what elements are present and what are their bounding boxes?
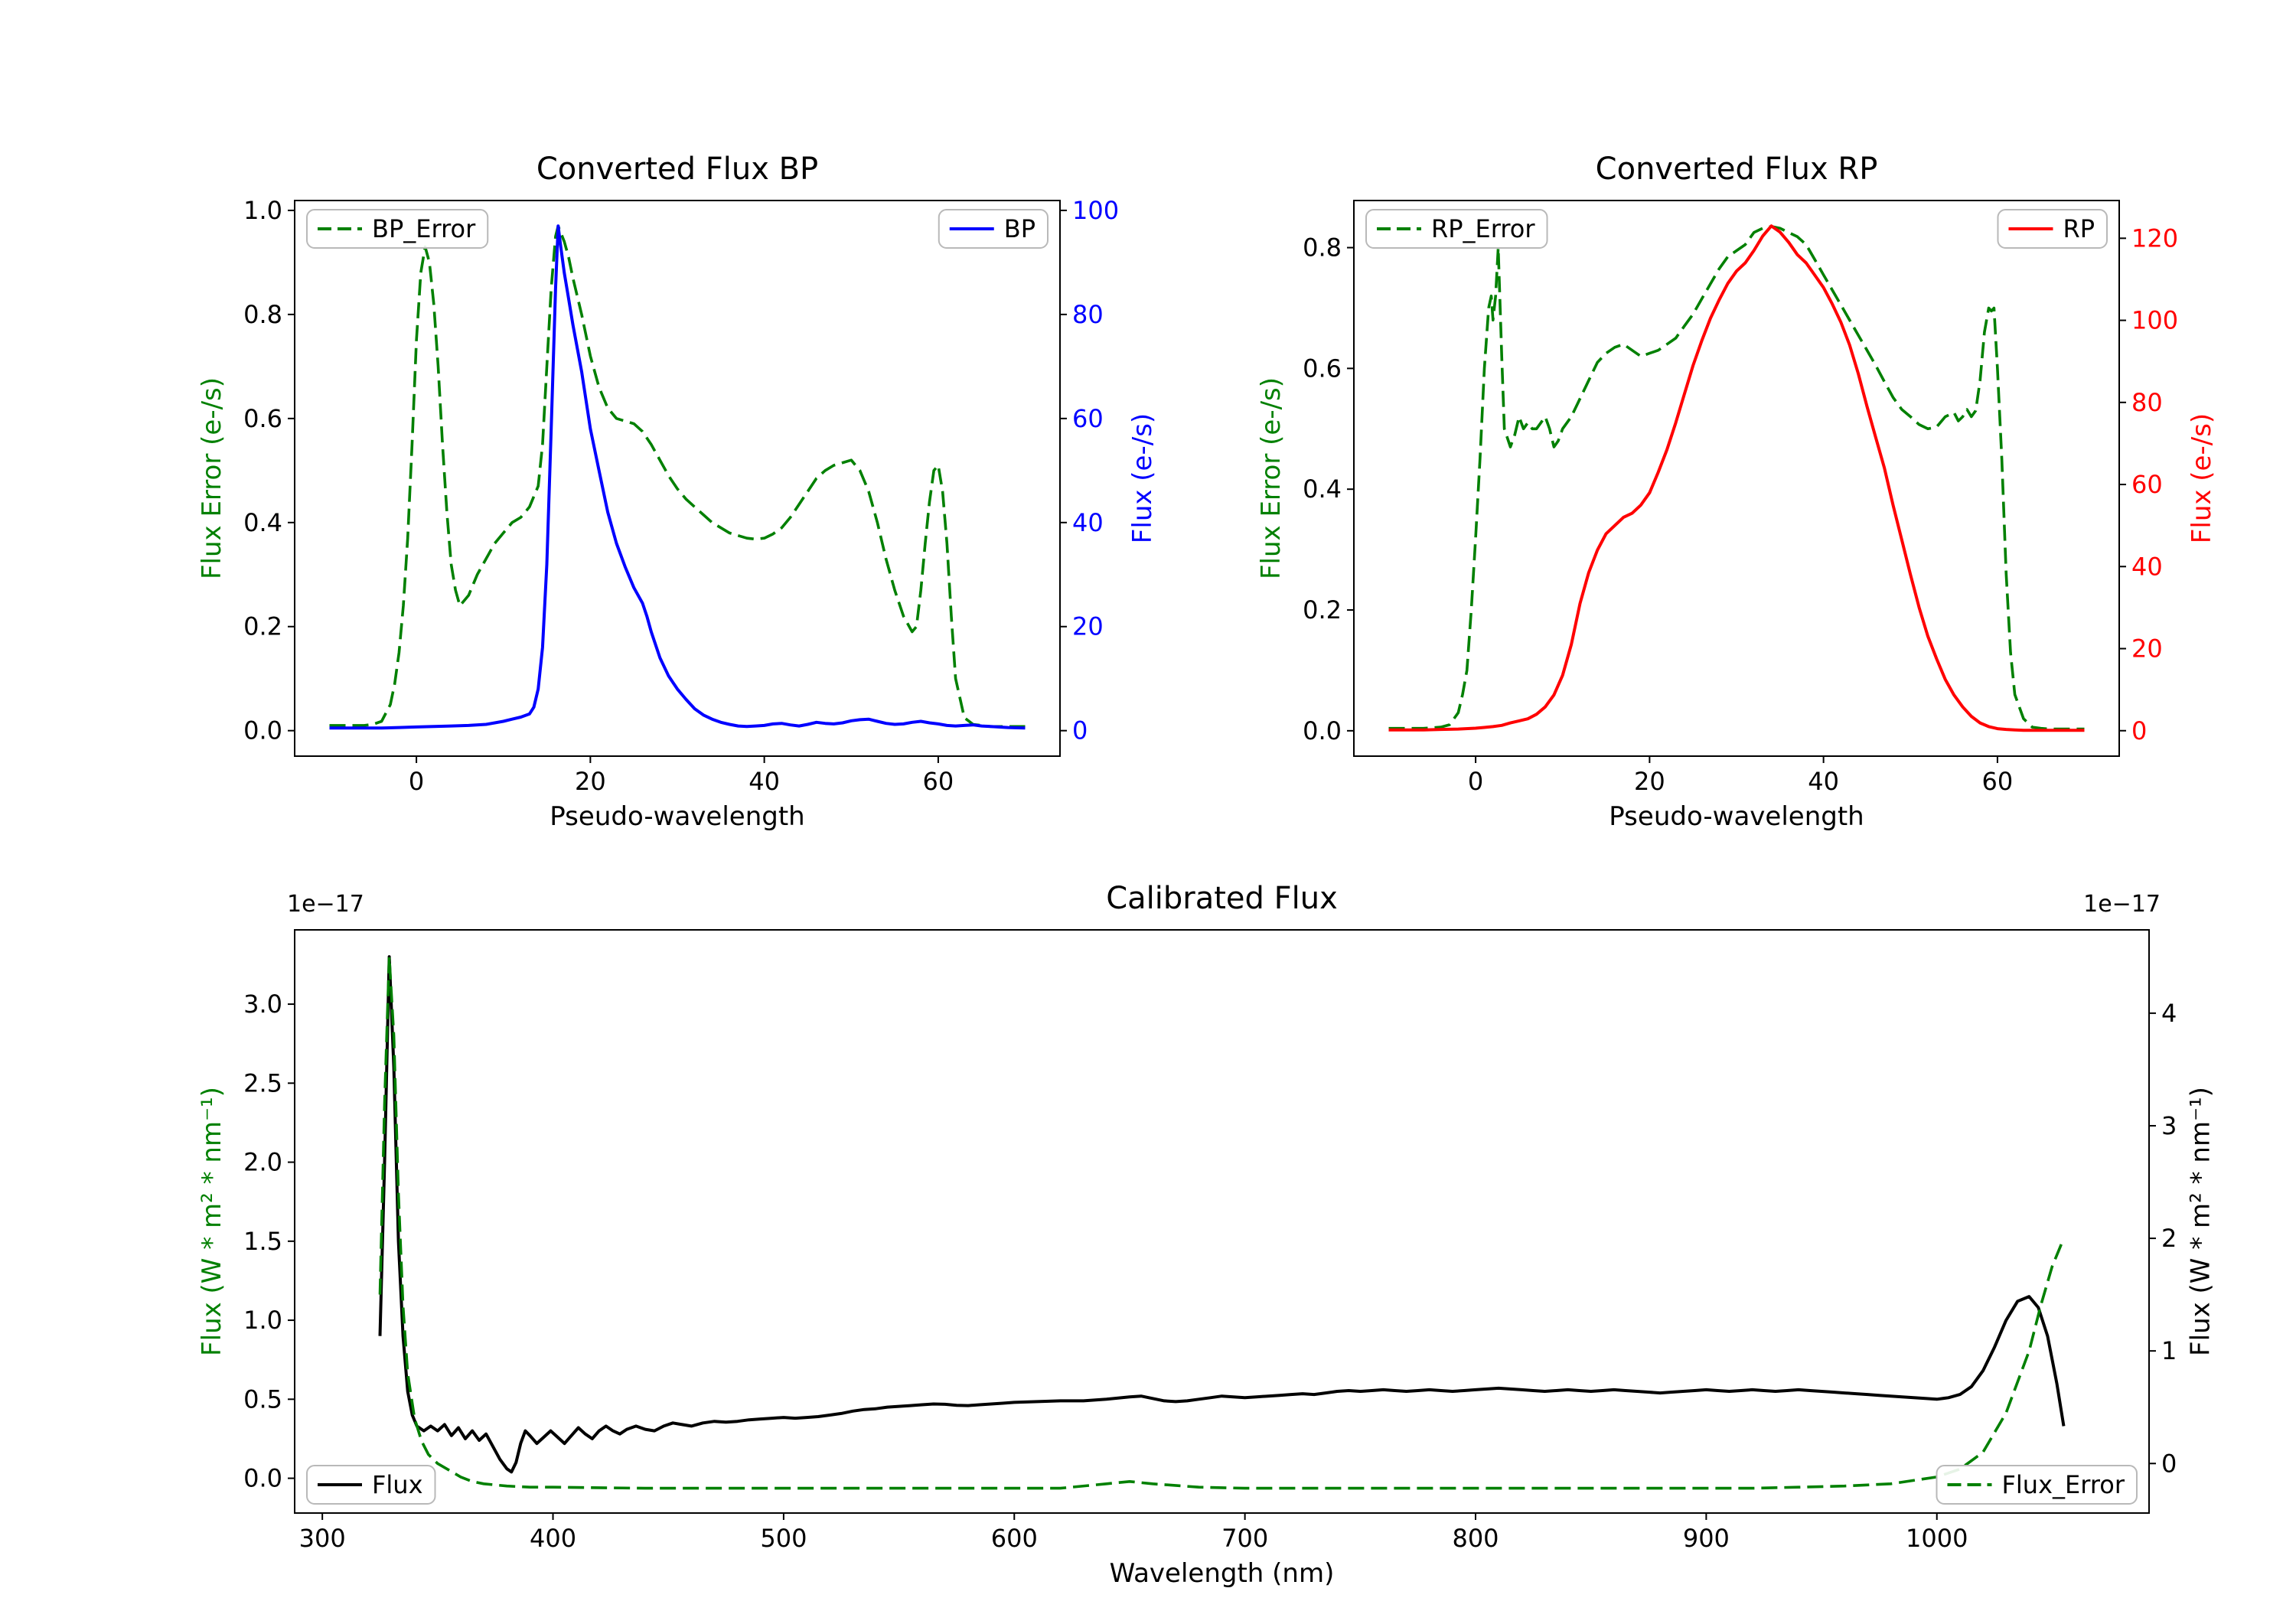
left-axis-label: Flux Error (e-/s) (1256, 377, 1287, 579)
left-axis-label: Flux Error (e-/s) (197, 377, 227, 579)
right-y-tick-label: 0 (1072, 716, 1088, 745)
right-y-tick-label: 0 (2131, 716, 2147, 745)
right-y-tick-label: 4 (2161, 999, 2177, 1028)
right-axis-label: Flux (e-/s) (2187, 413, 2217, 543)
right-y-tick-label: 80 (2131, 388, 2163, 417)
left-y-tick-label: 0.0 (243, 716, 282, 745)
left-y-tick-label: 0.2 (243, 612, 282, 641)
x-tick-label: 800 (1452, 1524, 1499, 1553)
right-y-tick-label: 60 (1072, 404, 1104, 433)
chart-title: Converted Flux BP (536, 152, 818, 187)
x-tick-label: 600 (991, 1524, 1038, 1553)
series-line-Flux_Error (378, 955, 2063, 1490)
left-y-tick-label: 0.8 (243, 300, 282, 329)
right-y-tick-label: 1 (2161, 1336, 2177, 1365)
series-line-BP (329, 224, 1026, 730)
right-y-tick-label: 100 (1072, 196, 1119, 225)
chart-title: Converted Flux RP (1596, 152, 1878, 187)
x-tick-label: 500 (760, 1524, 807, 1553)
chart-title: Calibrated Flux (1106, 881, 1338, 916)
left-y-tick-label: 0.4 (243, 508, 282, 537)
right-y-tick-label: 60 (2131, 470, 2163, 499)
legend-box-Flux_Error (1936, 1465, 2138, 1505)
axes-frame (294, 200, 1061, 757)
legend-label-BP_Error: BP_Error (372, 214, 476, 243)
legend-label-BP: BP (1004, 214, 1035, 243)
x-tick-label: 20 (1634, 767, 1665, 796)
chart-calibrated-flux: 300 400 500 600 700 800 900 1000 Wavelength (nm)… (197, 881, 2216, 1589)
x-tick-label: 40 (1808, 767, 1839, 796)
right-y-tick-label: 20 (1072, 612, 1104, 641)
left-y-tick-label: 2.5 (243, 1068, 282, 1097)
legend-label-RP: RP (2063, 214, 2095, 243)
left-y-tick-label: 1.0 (243, 1306, 282, 1335)
series-line-RP_Error (1388, 225, 2085, 731)
right-axis-label: Flux (W * m² * nm⁻¹) (2185, 1087, 2216, 1356)
left-y-tick-label: 0.6 (1303, 354, 1342, 383)
right-y-tick-label: 0 (2161, 1449, 2177, 1478)
legend-box-BP_Error (306, 209, 489, 249)
left-y-tick-label: 3.0 (243, 990, 282, 1019)
chart-converted-flux-bp: 0 20 40 60 Pseudo-wavelength Converted Flux B… (197, 152, 1158, 832)
x-tick-label: 900 (1683, 1524, 1730, 1553)
left-y-tick-label: 0.0 (243, 1464, 282, 1493)
left-y-tick-label: 0.5 (243, 1384, 282, 1414)
x-tick-label: 60 (1982, 767, 2014, 796)
x-axis-label: Wavelength (nm) (1110, 1558, 1335, 1589)
x-tick-label: 0 (409, 767, 424, 796)
right-axis-label: Flux (e-/s) (1127, 413, 1158, 543)
left-y-tick-label: 0.8 (1303, 233, 1342, 263)
right-y-tick-label: 40 (2131, 552, 2163, 581)
chart-converted-flux-rp: 0 20 40 60 Pseudo-wavelength Converted Flux R… (1256, 152, 2217, 832)
right-y-tick-label: 3 (2161, 1111, 2177, 1140)
x-axis-label: Pseudo-wavelength (1609, 801, 1864, 832)
left-y-tick-label: 0.0 (1303, 716, 1342, 745)
x-tick-label: 400 (530, 1524, 576, 1553)
legend-label-RP_Error: RP_Error (1431, 214, 1535, 243)
axes-frame (294, 929, 2150, 1514)
x-axis-label: Pseudo-wavelength (550, 801, 804, 832)
left-y-tick-label: 0.2 (1303, 595, 1342, 625)
right-y-tick-label: 40 (1072, 508, 1104, 537)
right-y-tick-label: 20 (2131, 634, 2163, 664)
right-y-tick-label: 120 (2131, 223, 2178, 253)
axes-frame (1353, 200, 2120, 757)
x-tick-label: 700 (1221, 1524, 1268, 1553)
x-tick-label: 20 (575, 767, 606, 796)
series-line-BP_Error (329, 224, 1026, 729)
series-line-Flux (378, 955, 2066, 1474)
right-y-tick-label: 2 (2161, 1224, 2177, 1253)
series-line-RP (1388, 224, 2085, 732)
left-y-tick-label: 2.0 (243, 1148, 282, 1177)
left-y-tick-label: 1.5 (243, 1227, 282, 1256)
left-y-tick-label: 0.4 (1303, 474, 1342, 504)
x-tick-label: 0 (1468, 767, 1483, 796)
legend-box-RP_Error (1365, 209, 1548, 249)
left-y-tick-label: 1.0 (243, 196, 282, 225)
x-tick-label: 40 (748, 767, 780, 796)
right-offset-text: 1e−17 (2083, 891, 2161, 918)
right-y-tick-label: 100 (2131, 306, 2178, 335)
left-axis-label: Flux (W * m² * nm⁻¹) (197, 1087, 227, 1356)
left-y-tick-label: 0.6 (243, 404, 282, 433)
x-tick-label: 1000 (1906, 1524, 1968, 1553)
x-tick-label: 60 (923, 767, 954, 796)
legend-label-Flux_Error: Flux_Error (2001, 1470, 2125, 1499)
right-y-tick-label: 80 (1072, 300, 1104, 329)
legend-box-Flux (306, 1465, 436, 1505)
legend-label-Flux: Flux (372, 1470, 423, 1499)
left-offset-text: 1e−17 (287, 891, 364, 918)
x-tick-label: 300 (299, 1524, 346, 1553)
